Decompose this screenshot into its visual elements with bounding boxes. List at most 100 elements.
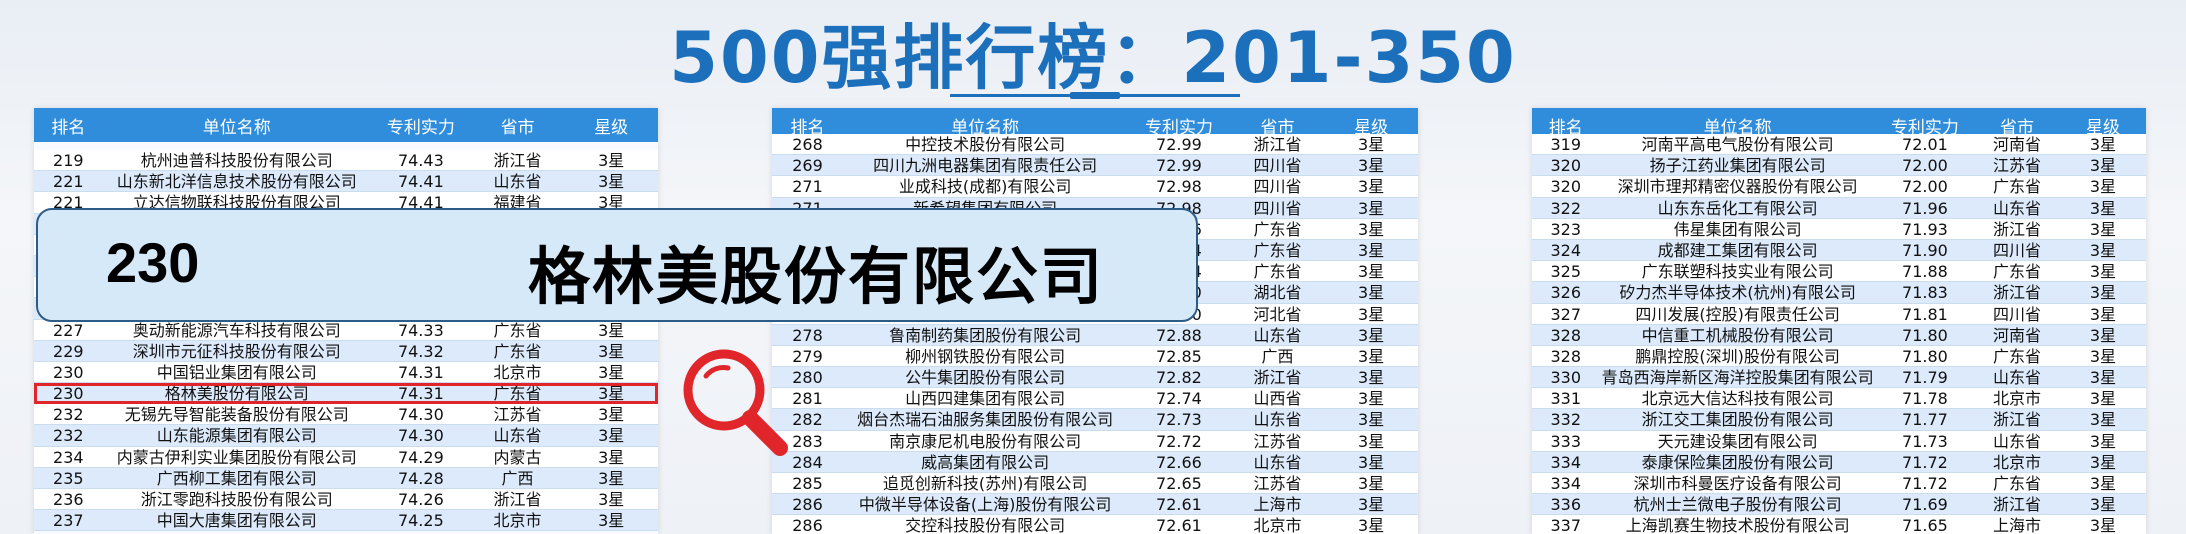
cell-company-name: 天元建设集团有限公司 bbox=[1657, 431, 1818, 451]
table-row: 271 业成科技(成都)有限公司 72.98 四川省 3星 bbox=[772, 176, 1418, 198]
cell-company-name: 山东能源集团有限公司 bbox=[156, 426, 317, 446]
cell-province: 山东省 bbox=[1993, 198, 2042, 218]
header-star-level: 星级 bbox=[1354, 117, 1389, 138]
cell-province: 广东省 bbox=[1993, 262, 2042, 282]
cell-rank: 281 bbox=[792, 389, 823, 409]
magnifier-icon bbox=[683, 349, 788, 456]
ranking-table-3: 排名 单位名称 专利实力 省市 星级 319 河南平高电气股份有限公司 72.01 河南省 3星… bbox=[1532, 108, 2146, 534]
cell-patent-score: 72.00 bbox=[1902, 156, 1948, 176]
table-row: 333 天元建设集团有限公司 71.73 山东省 3星 bbox=[1532, 430, 2146, 452]
cell-rank: 278 bbox=[792, 325, 823, 345]
table-row: 327 四川发展(控股)有限责任公司 71.81 四川省 3星 bbox=[1532, 303, 2146, 325]
cell-province: 北京市 bbox=[1993, 452, 2042, 472]
cell-province: 山东省 bbox=[1993, 431, 2042, 451]
table-row: 236 浙江零跑科技股份有限公司 74.26 浙江省 3星 bbox=[34, 489, 658, 511]
cell-province: 江苏省 bbox=[1253, 431, 1302, 451]
highlight-company-name: 格林美股份有限公司 bbox=[528, 240, 1105, 313]
cell-company-name: 柳州钢铁股份有限公司 bbox=[905, 346, 1066, 366]
cell-star-level: 3星 bbox=[1358, 135, 1385, 154]
table-row: 319 河南平高电气股份有限公司 72.01 河南省 3星 bbox=[1532, 134, 2146, 156]
cell-province: 浙江省 bbox=[1993, 283, 2042, 303]
cell-company-name: 矽力杰半导体技术(杭州)有限公司 bbox=[1619, 283, 1856, 303]
cell-province: 江苏省 bbox=[493, 405, 542, 425]
cell-patent-score: 72.66 bbox=[1156, 452, 1202, 472]
cell-province: 浙江省 bbox=[1253, 135, 1302, 154]
table-row: 324 成都建工集团有限公司 71.90 四川省 3星 bbox=[1532, 239, 2146, 262]
cell-patent-score: 71.80 bbox=[1902, 325, 1948, 345]
cell-star-level: 3星 bbox=[2089, 198, 2117, 218]
cell-rank: 326 bbox=[1550, 283, 1582, 303]
cell-star-level: 3星 bbox=[598, 405, 625, 425]
cell-province: 四川省 bbox=[1253, 198, 1302, 218]
cell-province: 四川省 bbox=[1253, 156, 1302, 176]
cell-rank: 227 bbox=[53, 320, 84, 340]
cell-rank: 328 bbox=[1550, 346, 1582, 366]
cell-star-level: 3星 bbox=[2089, 516, 2117, 534]
cell-star-level: 3星 bbox=[2089, 156, 2117, 176]
table-row: 323 伟星集团有限公司 71.93 浙江省 3星 bbox=[1532, 218, 2146, 240]
table-row: 281 山西四建集团有限公司 72.74 山西省 3星 bbox=[772, 388, 1418, 410]
table-row: 232 无锡先导智能装备股份有限公司 74.30 江苏省 3星 bbox=[34, 404, 658, 426]
header-company-name: 单位名称 bbox=[951, 117, 1020, 138]
cell-rank: 268 bbox=[792, 135, 823, 154]
cell-rank: 221 bbox=[53, 172, 84, 192]
cell-star-level: 3星 bbox=[1358, 474, 1385, 493]
cell-province: 山东省 bbox=[1993, 368, 2042, 388]
cell-company-name: 深圳市理邦精密仪器股份有限公司 bbox=[1617, 177, 1858, 197]
cell-company-name: 广西柳工集团有限公司 bbox=[156, 468, 317, 488]
cell-province: 内蒙古 bbox=[493, 447, 542, 467]
table-row: 235 广西柳工集团有限公司 74.28 广西 3星 bbox=[34, 467, 658, 489]
table-row: 328 鹏鼎控股(深圳)股份有限公司 71.80 广东省 3星 bbox=[1532, 345, 2146, 368]
cell-patent-score: 72.98 bbox=[1156, 177, 1202, 197]
cell-star-level: 3星 bbox=[1358, 495, 1385, 515]
cell-province: 浙江省 bbox=[493, 151, 542, 170]
cell-province: 山东省 bbox=[493, 172, 542, 192]
header-company-name: 单位名称 bbox=[202, 117, 271, 138]
cell-province: 广东省 bbox=[1993, 177, 2042, 197]
cell-star-level: 3星 bbox=[598, 490, 625, 509]
cell-province: 山东省 bbox=[1253, 410, 1302, 430]
cell-patent-score: 72.01 bbox=[1902, 135, 1948, 154]
cell-province: 四川省 bbox=[1993, 304, 2042, 324]
cell-star-level: 3星 bbox=[598, 341, 625, 361]
table-row: 284 威高集团有限公司 72.66 山东省 3星 bbox=[772, 451, 1418, 473]
cell-company-name: 山东东岳化工有限公司 bbox=[1657, 198, 1818, 218]
cell-patent-score: 72.00 bbox=[1902, 177, 1948, 197]
table-row: 320 扬子江药业集团有限公司 72.00 江苏省 3星 bbox=[1532, 155, 2146, 177]
cell-province: 河北省 bbox=[1253, 304, 1302, 324]
highlight-rank: 230 bbox=[106, 231, 200, 294]
header-patent-score: 专利实力 bbox=[1144, 117, 1213, 138]
cell-company-name: 上海凯赛生物技术股份有限公司 bbox=[1625, 516, 1850, 534]
cell-province: 北京市 bbox=[1993, 389, 2042, 409]
table-row: 237 中国大唐集团有限公司 74.25 北京市 3星 bbox=[34, 510, 658, 532]
cell-patent-score: 71.65 bbox=[1902, 516, 1948, 534]
cell-province: 江苏省 bbox=[1253, 474, 1302, 493]
cell-province: 广东省 bbox=[1253, 219, 1302, 239]
cell-company-name: 格林美股份有限公司 bbox=[164, 384, 309, 404]
table-row: 320 深圳市理邦精密仪器股份有限公司 72.00 广东省 3星 bbox=[1532, 176, 2146, 198]
cell-company-name: 北京远大信达科技有限公司 bbox=[1641, 389, 1834, 409]
table-row: 286 中微半导体设备(上海)股份有限公司 72.61 上海市 3星 bbox=[772, 494, 1418, 516]
cell-company-name: 南京康尼机电股份有限公司 bbox=[889, 431, 1082, 451]
cell-rank: 237 bbox=[53, 511, 84, 531]
cell-company-name: 奥动新能源汽车科技有限公司 bbox=[132, 320, 341, 340]
cell-company-name: 泰康保险集团股份有限公司 bbox=[1641, 452, 1834, 472]
cell-province: 山东省 bbox=[1253, 325, 1302, 345]
cell-star-level: 3星 bbox=[598, 426, 625, 446]
table-row: 230 中国铝业集团有限公司 74.31 北京市 3星 bbox=[34, 361, 658, 384]
cell-province: 四川省 bbox=[1993, 240, 2042, 260]
cell-patent-score: 72.72 bbox=[1156, 431, 1202, 451]
cell-province: 四川省 bbox=[1253, 177, 1302, 197]
cell-star-level: 3星 bbox=[1358, 198, 1385, 218]
cell-star-level: 3星 bbox=[2089, 495, 2117, 515]
table-row: 330 青岛西海岸新区海洋控股集团有限公司 71.79 山东省 3星 bbox=[1532, 367, 2146, 389]
cell-patent-score: 72.65 bbox=[1156, 474, 1202, 493]
cell-company-name: 追觅创新科技(苏州)有限公司 bbox=[882, 474, 1088, 493]
cell-company-name: 山东新北洋信息技术股份有限公司 bbox=[116, 172, 357, 192]
cell-province: 山西省 bbox=[1253, 389, 1302, 409]
cell-company-name: 立达信物联科技股份有限公司 bbox=[132, 193, 341, 213]
header-province: 省市 bbox=[1260, 117, 1295, 138]
cell-province: 山东省 bbox=[493, 426, 542, 446]
cell-province: 河南省 bbox=[1993, 325, 2042, 345]
cell-patent-score: 72.82 bbox=[1156, 368, 1202, 388]
